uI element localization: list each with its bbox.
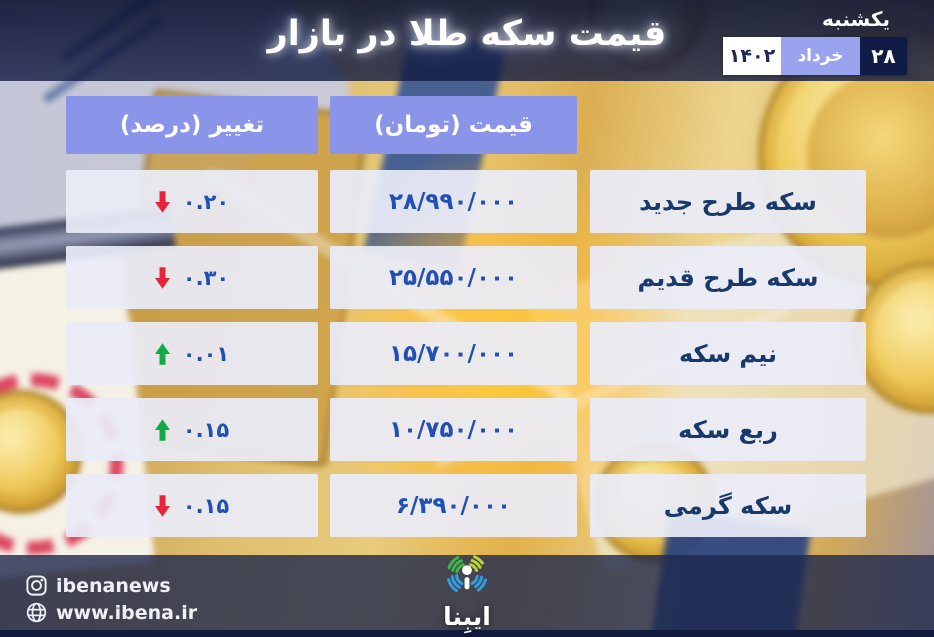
coin-price: ۲۵/۵۵۰/۰۰۰ <box>388 264 519 291</box>
instagram-handle-row: ibenanews <box>25 574 171 597</box>
column-header-change: تغییر (درصد) <box>66 96 318 154</box>
table-row: نیم سکه ۱۵/۷۰۰/۰۰۰ ۰.۰۱ <box>0 322 934 385</box>
coin-change-cell: ۰.۳۰ <box>66 246 318 309</box>
coin-price-cell: ۲۸/۹۹۰/۰۰۰ <box>330 170 577 233</box>
date-month: خرداد <box>781 37 860 75</box>
change-value: ۰.۱۵ <box>182 493 230 518</box>
table-row: سکه طرح قدیم ۲۵/۵۵۰/۰۰۰ ۰.۳۰ <box>0 246 934 309</box>
date-year: ۱۴۰۲ <box>723 37 781 75</box>
ibena-logo-text: ایبِنا <box>443 602 491 631</box>
change-arrow-icon <box>154 342 170 366</box>
coin-change-cell: ۰.۱۵ <box>66 474 318 537</box>
globe-icon <box>26 602 47 623</box>
instagram-handle: ibenanews <box>56 574 171 597</box>
coin-name-cell: نیم سکه <box>590 322 866 385</box>
coin-name: ربع سکه <box>678 415 778 444</box>
website-row: www.ibena.ir <box>25 601 197 624</box>
coin-price-cell: ۱۵/۷۰۰/۰۰۰ <box>330 322 577 385</box>
coin-change-cell: ۰.۲۰ <box>66 170 318 233</box>
coin-price: ۱۰/۷۵۰/۰۰۰ <box>388 416 519 443</box>
change-arrow-icon <box>154 494 170 518</box>
date-badge: ۱۴۰۲ خرداد ۲۸ <box>723 37 907 75</box>
coin-name: سکه طرح قدیم <box>637 263 819 292</box>
coin-name: نیم سکه <box>678 339 778 368</box>
change-value: ۰.۲۰ <box>182 189 230 214</box>
change-arrow-icon <box>154 190 170 214</box>
table-row: سکه گرمی ۶/۳۹۰/۰۰۰ ۰.۱۵ <box>0 474 934 537</box>
coin-price: ۱۵/۷۰۰/۰۰۰ <box>388 340 519 367</box>
coin-price-cell: ۶/۳۹۰/۰۰۰ <box>330 474 577 537</box>
date-day: ۲۸ <box>860 37 907 75</box>
coin-price-cell: ۱۰/۷۵۰/۰۰۰ <box>330 398 577 461</box>
change-arrow-icon <box>154 266 170 290</box>
coin-name: سکه طرح جدید <box>639 187 817 216</box>
change-value: ۰.۳۰ <box>182 265 230 290</box>
change-arrow-icon <box>154 418 170 442</box>
coin-price: ۲۸/۹۹۰/۰۰۰ <box>388 188 519 215</box>
bottom-strip <box>0 630 934 637</box>
coin-name: سکه گرمی <box>663 491 793 520</box>
broadcast-logo-icon <box>446 553 488 596</box>
change-value: ۰.۱۵ <box>182 417 230 442</box>
coin-change-cell: ۰.۱۵ <box>66 398 318 461</box>
page-title: قیمت سکه طلا در بازار <box>267 14 667 54</box>
coin-change-cell: ۰.۰۱ <box>66 322 318 385</box>
coin-name-cell: ربع سکه <box>590 398 866 461</box>
coin-name-cell: سکه طرح قدیم <box>590 246 866 309</box>
coin-name-cell: سکه طرح جدید <box>590 170 866 233</box>
ibena-logo: ایبِنا <box>417 551 517 629</box>
weekday-label: یکشنبه <box>822 7 890 31</box>
table-row: ربع سکه ۱۰/۷۵۰/۰۰۰ ۰.۱۵ <box>0 398 934 461</box>
change-value: ۰.۰۱ <box>182 341 230 366</box>
table-row: سکه طرح جدید ۲۸/۹۹۰/۰۰۰ ۰.۲۰ <box>0 170 934 233</box>
website-url: www.ibena.ir <box>56 601 198 624</box>
instagram-icon <box>26 575 47 596</box>
coin-price: ۶/۳۹۰/۰۰۰ <box>395 492 512 519</box>
coin-name-cell: سکه گرمی <box>590 474 866 537</box>
coin-price-cell: ۲۵/۵۵۰/۰۰۰ <box>330 246 577 309</box>
column-header-price: قیمت (تومان) <box>330 96 577 154</box>
